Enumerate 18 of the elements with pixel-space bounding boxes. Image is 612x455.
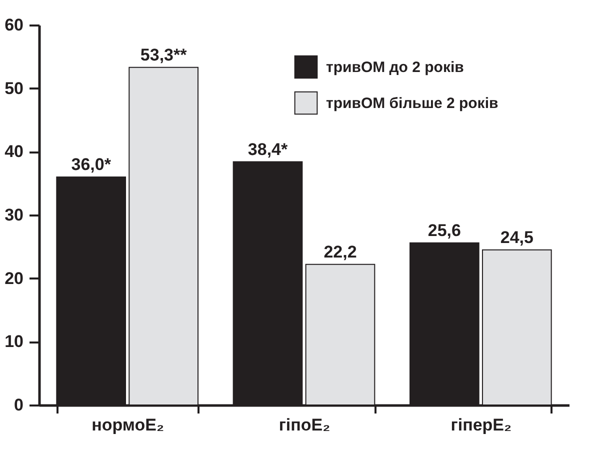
data-label: 24,5 xyxy=(500,228,534,247)
y-tick-label: 20 xyxy=(4,268,24,288)
y-tick-label: 0 xyxy=(14,396,24,414)
y-tick-label: 30 xyxy=(4,206,24,224)
x-tick-label: гіперE₂ xyxy=(450,416,512,434)
x-tick-label: нормоE₂ xyxy=(92,416,164,434)
legend-label: тривОМ до 2 років xyxy=(326,59,464,76)
x-tick-label: гіпоE₂ xyxy=(278,416,330,434)
y-tick-label: 40 xyxy=(4,142,24,162)
data-label: 22,2 xyxy=(324,242,357,262)
data-label: 36,0* xyxy=(71,155,112,174)
legend-label: тривОМ більше 2 років xyxy=(326,95,498,112)
y-tick-label: 10 xyxy=(4,332,24,352)
data-label: 25,6 xyxy=(428,220,461,240)
y-tick-label: 60 xyxy=(4,16,24,34)
data-label: 53,3** xyxy=(140,45,188,64)
data-label: 38,4* xyxy=(248,140,288,159)
y-tick-label: 50 xyxy=(4,78,24,98)
